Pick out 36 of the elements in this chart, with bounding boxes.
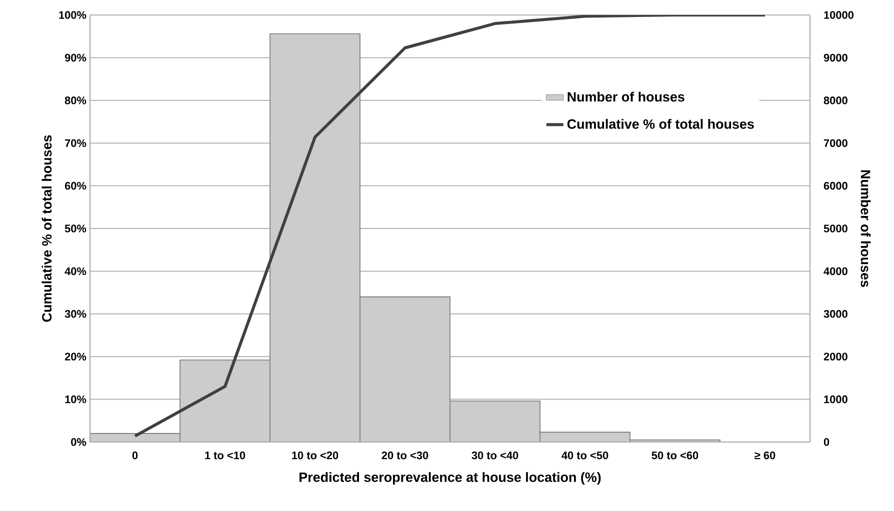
y2-axis-title: Number of houses: [860, 170, 871, 287]
legend-label: Number of houses: [568, 92, 684, 102]
y-tick-label: 10%: [65, 395, 86, 404]
x-tick-label: ≥ 60: [754, 452, 776, 460]
y2-tick-label: 8000: [824, 96, 848, 104]
y2-tick-label: 6000: [824, 182, 848, 190]
y2-tick-label: 9000: [824, 54, 848, 62]
y-axis-title: Cumulative % of total houses: [42, 135, 52, 322]
y2-tick-label: 4000: [824, 267, 848, 276]
y2-tick-label: 3000: [824, 310, 848, 318]
line-series: [134, 14, 766, 438]
x-tick-label: 1 to <10: [205, 452, 246, 460]
x-tick-label: 40 to <50: [562, 452, 608, 460]
y-tick-label: 0%: [71, 438, 86, 446]
y2-tick-label: 2000: [824, 352, 848, 360]
y-tick-label: 70%: [65, 139, 86, 147]
legend-label: Cumulative % of total houses: [567, 118, 754, 129]
y-tick-label: 50%: [64, 224, 86, 232]
x-tick-label: 30 to <40: [472, 452, 518, 460]
x-tick-label: 0: [132, 452, 138, 460]
x-axis-title: Predicted seroprevalence at house location (%): [300, 472, 601, 485]
y2-tick-label: 7000: [824, 139, 848, 147]
y-tick-label: 60%: [64, 182, 86, 190]
y2-tick-label: 1000: [824, 395, 848, 404]
x-tick-label: 50 to <60: [652, 452, 698, 460]
y-tick-label: 30%: [64, 310, 86, 318]
x-tick-label: 10 to <20: [292, 452, 338, 460]
y2-tick-label: 0: [824, 438, 830, 446]
y-tick-label: 90%: [64, 54, 86, 62]
y2-tick-label: 5000: [824, 224, 848, 232]
y-tick-label: 80%: [64, 96, 86, 104]
x-tick-label: 20 to <30: [382, 452, 428, 460]
y-tick-label: 100%: [59, 11, 86, 19]
y-tick-label: 40%: [64, 267, 86, 276]
y2-tick-label: 10000: [824, 11, 854, 19]
y-tick-label: 20%: [64, 352, 86, 360]
